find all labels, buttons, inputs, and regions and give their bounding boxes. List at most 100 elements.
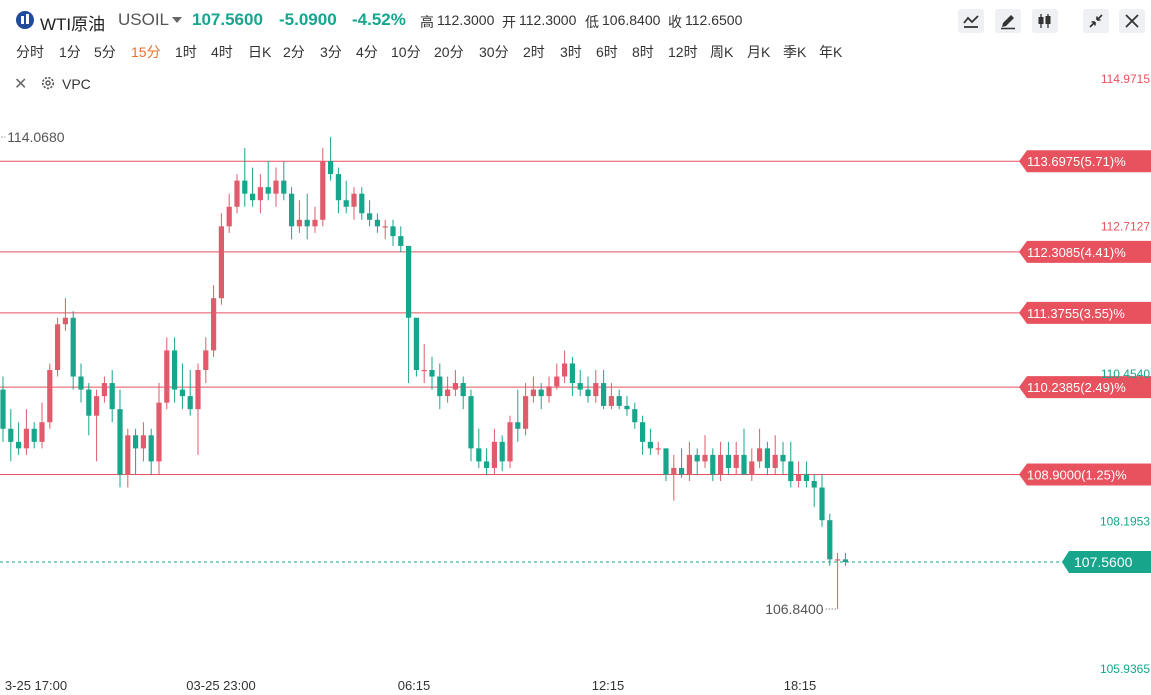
candle-body: [55, 324, 61, 370]
candle-body: [788, 461, 794, 482]
candle-body: [187, 396, 193, 410]
candle-body: [803, 474, 809, 482]
candle-body: [226, 206, 232, 227]
candle-body: [429, 369, 435, 377]
x-tick-label: 06:15: [398, 678, 431, 693]
candle-body: [172, 350, 178, 390]
period-7[interactable]: 2分: [283, 44, 305, 60]
candle-body: [312, 219, 318, 227]
period-17[interactable]: 12时: [668, 44, 698, 60]
candle-body: [367, 213, 373, 220]
close-value: 112.6500: [685, 12, 743, 28]
quote-header: WTI原油 USOIL 107.5600 -5.0900 -4.52% 高 11…: [0, 0, 1151, 40]
candle-body: [593, 383, 599, 397]
level-badge: [1019, 301, 1151, 324]
candle-body: [281, 180, 287, 194]
candle-body: [234, 180, 240, 207]
candle-body: [382, 226, 388, 228]
close-label: 收: [668, 14, 682, 30]
candle-body: [16, 441, 22, 449]
period-9[interactable]: 4分: [356, 44, 378, 60]
line-chart-icon[interactable]: [958, 9, 984, 33]
candle-body: [811, 481, 817, 488]
x-tick-label: 12:15: [592, 678, 625, 693]
candle-body: [296, 219, 302, 227]
period-12[interactable]: 30分: [479, 44, 509, 60]
candle-body: [304, 219, 310, 227]
period-11[interactable]: 20分: [434, 44, 464, 60]
y-tick-label: 105.9365: [1100, 662, 1150, 676]
candle-body: [741, 454, 747, 475]
candle-body: [374, 219, 380, 227]
candle-body: [780, 454, 786, 462]
high-annotation: 114.0680: [7, 129, 65, 145]
period-0[interactable]: 分时: [16, 44, 44, 60]
high-value: 112.3000: [437, 12, 495, 28]
candle-body: [156, 402, 162, 462]
candle-body: [437, 376, 443, 397]
close-icon[interactable]: [1119, 9, 1145, 33]
collapse-icon[interactable]: [1083, 9, 1109, 33]
gear-icon[interactable]: [40, 75, 56, 96]
candle-body: [601, 383, 607, 406]
candle-body: [835, 559, 841, 561]
candle-body: [452, 383, 458, 390]
period-3[interactable]: 15分: [131, 44, 161, 60]
period-5[interactable]: 4时: [211, 44, 233, 60]
candle-body: [62, 317, 68, 325]
indicator-label: VPC: [62, 76, 91, 92]
period-14[interactable]: 3时: [560, 44, 582, 60]
candle-body: [577, 383, 583, 390]
candle-body: [507, 422, 513, 462]
x-tick-label: 3-25 17:00: [5, 678, 67, 693]
period-13[interactable]: 2时: [523, 44, 545, 60]
chevron-down-icon[interactable]: [172, 17, 182, 23]
candle-body: [94, 396, 100, 416]
candle-body: [757, 448, 763, 462]
candle-body: [772, 454, 778, 468]
last-price: 107.5600: [192, 10, 263, 29]
candle-body: [148, 435, 154, 462]
period-16[interactable]: 8时: [632, 44, 654, 60]
candlestick-chart[interactable]: 113.6975(5.71)% 112.3085(4.41)% 111.3755(3…: [0, 64, 1151, 695]
candle-body: [616, 396, 622, 406]
candle-body: [140, 435, 146, 449]
period-1[interactable]: 1分: [59, 44, 81, 60]
candle-body: [663, 448, 669, 475]
period-18[interactable]: 周K: [710, 44, 734, 60]
y-tick-label: 114.9715: [1101, 72, 1150, 86]
level-label: 110.2385(2.49)%: [1027, 380, 1126, 395]
candle-body: [749, 461, 755, 475]
candle-body: [647, 441, 653, 449]
candle-body: [31, 428, 37, 442]
period-10[interactable]: 10分: [391, 44, 421, 60]
candle-body: [335, 174, 341, 201]
candles-icon[interactable]: [1032, 9, 1058, 33]
candle-body: [491, 441, 497, 468]
candle-body: [47, 369, 53, 423]
period-2[interactable]: 5分: [94, 44, 116, 60]
candle-body: [86, 389, 92, 416]
candle-body: [421, 369, 427, 372]
high-label: 高: [420, 14, 434, 30]
close-icon[interactable]: ✕: [14, 76, 28, 93]
level-badge: [1019, 150, 1151, 173]
pen-icon[interactable]: [995, 9, 1021, 33]
current-price-label: 107.5600: [1074, 554, 1133, 570]
candle-body: [523, 396, 529, 429]
period-19[interactable]: 月K: [747, 44, 771, 60]
period-15[interactable]: 6时: [596, 44, 618, 60]
candle-body: [242, 180, 248, 194]
period-6[interactable]: 日K: [248, 44, 272, 60]
candle-body: [179, 389, 185, 397]
symbol-code[interactable]: USOIL: [118, 10, 170, 29]
period-8[interactable]: 3分: [320, 44, 342, 60]
period-4[interactable]: 1时: [175, 44, 197, 60]
candle-body: [702, 454, 708, 462]
period-21[interactable]: 年K: [819, 44, 843, 60]
logo-icon: [16, 11, 34, 29]
candle-body: [250, 193, 256, 201]
candle-body: [390, 226, 396, 237]
y-tick-label: 110.4540: [1101, 367, 1150, 381]
period-20[interactable]: 季K: [783, 44, 807, 60]
